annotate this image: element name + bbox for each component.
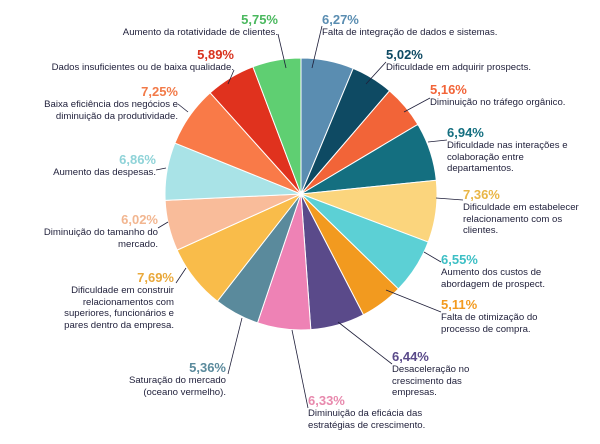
slice-percentage-label: 6,27% — [322, 12, 359, 27]
slice-percentage-label: 6,86% — [119, 152, 156, 167]
leader-line — [277, 33, 287, 69]
slice-annotation: 6,86% Aumento das despesas. — [36, 152, 156, 179]
slice-percentage-label: 5,02% — [386, 47, 423, 62]
leader-line — [157, 221, 169, 229]
slice-percentage-label: 7,69% — [137, 270, 174, 285]
slice-description-label: Dificuldade em construir relacionamentos… — [64, 285, 174, 331]
slice-annotation: 7,25% Baixa eficiência dos negócios e dim… — [18, 84, 178, 122]
slice-annotation: 6,44% Desaceleração no crescimento das em… — [392, 349, 492, 399]
slice-description-label: Dificuldade em estabelecer relacionament… — [463, 202, 579, 237]
pie-slice — [252, 57, 302, 195]
slice-percentage-label: 6,02% — [121, 212, 158, 227]
leader-line — [427, 139, 448, 143]
slice-annotation: 7,36% Dificuldade em estabelecer relacion… — [463, 187, 583, 237]
slice-percentage-label: 6,44% — [392, 349, 429, 364]
slice-percentage-label: 7,25% — [141, 84, 178, 99]
slice-description-label: Falta de otimização do processo de compr… — [441, 312, 538, 335]
slice-annotation: 6,94% Dificuldade nas interações e colabo… — [447, 125, 577, 175]
leader-line — [175, 267, 187, 284]
slice-annotation: 5,89% Dados insuficientes ou de baixa qua… — [4, 47, 234, 74]
leader-line — [403, 97, 431, 113]
slice-description-label: Aumento da rotatividade de clientes. — [122, 27, 278, 38]
leader-line — [385, 289, 442, 313]
slice-percentage-label: 5,36% — [189, 360, 226, 375]
slice-description-label: Aumento dos custos de abordagem de prosp… — [441, 267, 545, 290]
leader-line — [365, 61, 387, 85]
slice-description-label: Desaceleração no crescimento das empresa… — [392, 364, 470, 399]
slice-percentage-label: 7,36% — [463, 187, 500, 202]
slice-description-label: Aumento das despesas. — [53, 167, 156, 178]
leader-line — [311, 25, 323, 69]
leader-line — [227, 69, 235, 85]
slice-description-label: Dificuldade nas interações e colaboração… — [447, 140, 568, 175]
slice-description-label: Diminuição do tamanho do mercado. — [43, 227, 158, 250]
slice-percentage-label: 5,16% — [430, 82, 467, 97]
slice-percentage-label: 6,94% — [447, 125, 484, 140]
slice-annotation: 7,69% Dificuldade em construir relacionam… — [54, 270, 174, 331]
slice-description-label: Dados insuficientes ou de baixa qualidad… — [51, 62, 234, 73]
leader-line — [291, 329, 309, 409]
slice-percentage-label: 6,33% — [308, 393, 345, 408]
slice-description-label: Baixa eficiência dos negócios e diminuiç… — [44, 99, 178, 122]
slice-annotation: 5,36% Saturação do mercado (oceano vermel… — [106, 360, 226, 398]
leader-line — [423, 251, 442, 263]
slice-description-label: Diminuição no tráfego orgânico. — [430, 97, 566, 108]
slice-annotation: 5,11% Falta de otimização do processo de … — [441, 297, 556, 335]
leader-line — [155, 167, 167, 171]
slice-annotation: 5,16% Diminuição no tráfego orgânico. — [430, 82, 590, 109]
slice-annotation: 6,27% Falta de integração de dados e sist… — [322, 12, 522, 39]
slice-percentage-label: 5,75% — [241, 12, 278, 27]
slice-annotation: 6,02% Diminuição do tamanho do mercado. — [38, 212, 158, 250]
leader-line — [435, 197, 464, 201]
slice-annotation: 5,02% Dificuldade em adquirir prospects. — [386, 47, 556, 74]
slice-annotation: 6,55% Aumento dos custos de abordagem de … — [441, 252, 561, 290]
slice-description-label: Falta de integração de dados e sistemas. — [322, 27, 498, 38]
slice-description-label: Dificuldade em adquirir prospects. — [386, 62, 532, 73]
slice-description-label: Saturação do mercado (oceano vermelho). — [128, 375, 226, 398]
leader-line — [337, 321, 393, 365]
slice-percentage-label: 5,89% — [197, 47, 234, 62]
slice-description-label: Diminuição da eficácia das estratégias d… — [308, 408, 426, 431]
leader-line — [227, 317, 243, 375]
slice-percentage-label: 5,11% — [441, 297, 478, 312]
slice-annotation: 6,33% Diminuição da eficácia das estratég… — [308, 393, 443, 431]
leader-line — [177, 103, 189, 113]
slice-annotation: 5,75% Aumento da rotatividade de clientes… — [88, 12, 278, 39]
slice-percentage-label: 6,55% — [441, 252, 478, 267]
